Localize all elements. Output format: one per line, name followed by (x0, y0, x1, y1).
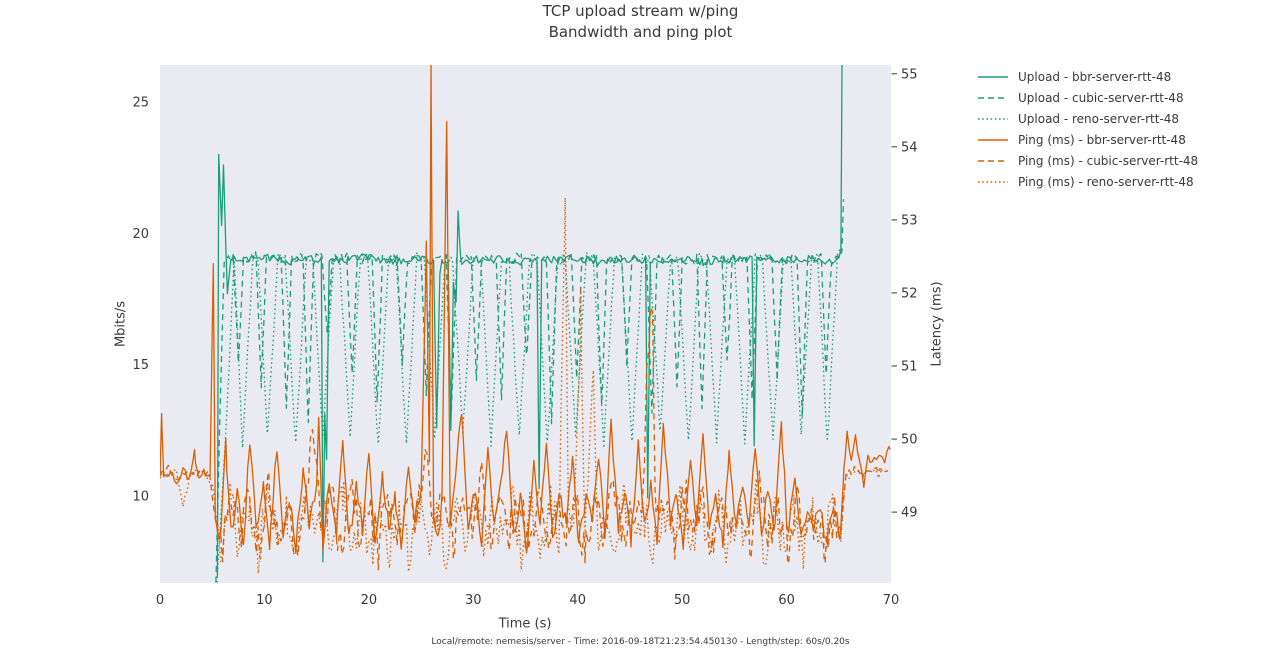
legend-entry-6: Ping (ms) - reno-server-rtt-48 (977, 171, 1198, 192)
y-left-tick-label: 25 (132, 96, 149, 111)
x-tick-label: 50 (674, 593, 691, 608)
legend-entry-5: Ping (ms) - cubic-server-rtt-48 (977, 150, 1198, 171)
chart-title-line2: Bandwidth and ping plot (548, 23, 733, 41)
x-tick-label: 70 (883, 593, 900, 608)
legend-entry-4: Ping (ms) - bbr-server-rtt-48 (977, 129, 1198, 150)
y-right-tick-label: 50 (901, 433, 918, 448)
legend-swatch-dashed-line (978, 159, 1008, 162)
x-axis-label: Time (s) (498, 616, 552, 632)
y-left-tick-label: 20 (132, 227, 149, 242)
legend-label: Ping (ms) - bbr-server-rtt-48 (1018, 132, 1186, 147)
y-right-tick-label: 51 (901, 360, 918, 375)
legend-label: Upload - bbr-server-rtt-48 (1018, 69, 1172, 84)
x-tick-label: 10 (256, 593, 273, 608)
legend-swatch-dotted-line (978, 180, 1008, 183)
legend: Upload - bbr-server-rtt-48 Upload - cubic… (977, 66, 1198, 192)
legend-swatch-solid-line (978, 75, 1008, 78)
chart-title: TCP upload stream w/ping Bandwidth and p… (0, 1, 1281, 43)
y-right-tick-label: 49 (901, 506, 918, 521)
x-tick-label: 60 (778, 593, 795, 608)
y-left-tick-label: 10 (132, 489, 149, 504)
legend-label: Ping (ms) - cubic-server-rtt-48 (1018, 153, 1199, 168)
legend-entry-2: Upload - cubic-server-rtt-48 (977, 87, 1198, 108)
y-right-tick-label: 55 (901, 67, 918, 82)
series-upload-cubic-server-rtt-48 (215, 199, 845, 583)
x-tick-label: 0 (156, 593, 164, 608)
y-axis-label-left: Mbits/s (113, 300, 129, 348)
legend-entry-1: Upload - bbr-server-rtt-48 (977, 66, 1198, 87)
chart-title-line1: TCP upload stream w/ping (542, 2, 739, 20)
legend-entry-3: Upload - reno-server-rtt-48 (977, 108, 1198, 129)
legend-swatch-solid-line (978, 138, 1008, 141)
x-tick-label: 30 (465, 593, 482, 608)
y-left-tick-label: 15 (132, 358, 149, 373)
legend-label: Upload - reno-server-rtt-48 (1018, 111, 1180, 126)
legend-swatch-dashed-line (978, 96, 1008, 99)
x-tick-label: 20 (361, 593, 378, 608)
series-ping-ms-bbr-server-rtt-48 (160, 65, 891, 554)
y-right-tick-label: 52 (901, 286, 918, 301)
y-right-tick-label: 53 (901, 213, 918, 228)
legend-label: Ping (ms) - reno-server-rtt-48 (1018, 174, 1194, 189)
series-upload-reno-server-rtt-48 (216, 243, 843, 583)
y-axis-label-right: Latency (ms) (929, 281, 945, 367)
footer-caption: Local/remote: nemesis/server - Time: 201… (431, 637, 850, 647)
x-tick-label: 40 (569, 593, 586, 608)
legend-swatch-dotted-line (978, 117, 1008, 120)
legend-label: Upload - cubic-server-rtt-48 (1018, 90, 1184, 105)
y-right-tick-label: 54 (901, 140, 918, 155)
series-ping-ms-cubic-server-rtt-48 (160, 306, 889, 571)
